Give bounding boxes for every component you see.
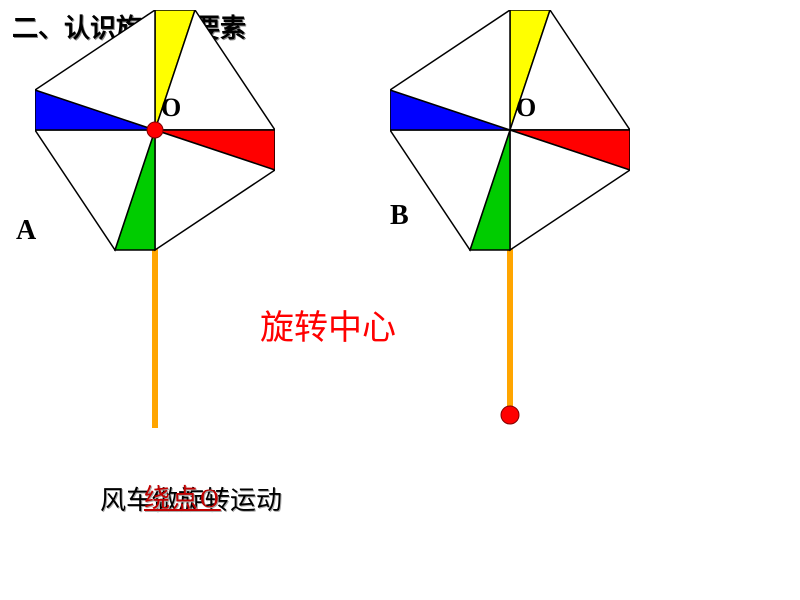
pinwheel-b: O [390, 10, 630, 437]
svg-text:O: O [161, 93, 181, 122]
bottom-text-group: 风车做 旋转 绕点O 运动 [100, 480, 282, 517]
svg-text:O: O [516, 93, 536, 122]
pinwheel-a: O [35, 10, 275, 434]
label-a: A [16, 215, 36, 247]
bottom-overlay: 绕点O [144, 478, 221, 515]
center-caption: 旋转中心 [260, 300, 396, 349]
label-b: B [390, 200, 409, 232]
bottom-suffix: 运动 [230, 486, 282, 515]
